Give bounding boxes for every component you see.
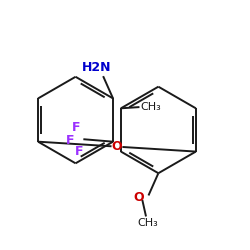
Text: O: O	[112, 140, 122, 153]
Text: F: F	[72, 121, 81, 134]
Text: O: O	[134, 191, 144, 204]
Text: F: F	[66, 134, 74, 147]
Text: H2N: H2N	[82, 61, 112, 74]
Text: F: F	[74, 146, 83, 158]
Text: CH₃: CH₃	[137, 218, 158, 228]
Text: CH₃: CH₃	[141, 102, 162, 112]
